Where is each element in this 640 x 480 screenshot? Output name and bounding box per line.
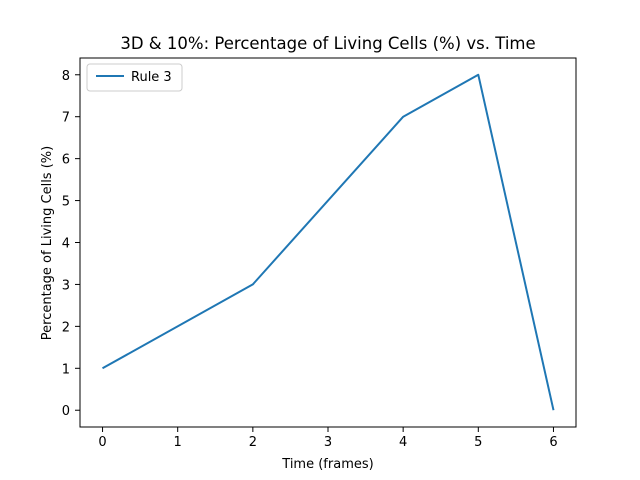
- x-tick-label: 1: [174, 435, 182, 450]
- y-tick-label: 1: [62, 362, 70, 377]
- y-tick-label: 0: [62, 404, 70, 419]
- x-axis-label: Time (frames): [281, 457, 373, 472]
- series-line-0: [102, 73, 555, 411]
- chart-title: 3D & 10%: Percentage of Living Cells (%)…: [120, 34, 535, 53]
- legend: Rule 3: [86, 63, 183, 92]
- legend-box: [86, 63, 183, 92]
- y-tick-label: 3: [62, 278, 70, 293]
- y-tick-label: 2: [62, 320, 70, 335]
- y-tick-label: 5: [62, 195, 70, 210]
- y-tick-label: 8: [62, 69, 70, 84]
- x-tick-label: 6: [549, 435, 557, 450]
- y-tick-label: 4: [62, 237, 70, 252]
- y-tick-label: 6: [62, 153, 70, 168]
- plot-area: 0 1 2 3 4 5 6 0 1 2 3 4 5 6 7 8: [62, 57, 577, 450]
- x-tick-label: 0: [98, 435, 106, 450]
- y-tick-label: 7: [62, 111, 70, 126]
- x-tick-label: 2: [249, 435, 257, 450]
- x-tick-label: 5: [474, 435, 482, 450]
- y-axis-label: Percentage of Living Cells (%): [40, 146, 55, 340]
- legend-label-rule-3: Rule 3: [131, 70, 172, 85]
- x-tick-label: 4: [399, 435, 407, 450]
- x-tick-label: 3: [324, 435, 332, 450]
